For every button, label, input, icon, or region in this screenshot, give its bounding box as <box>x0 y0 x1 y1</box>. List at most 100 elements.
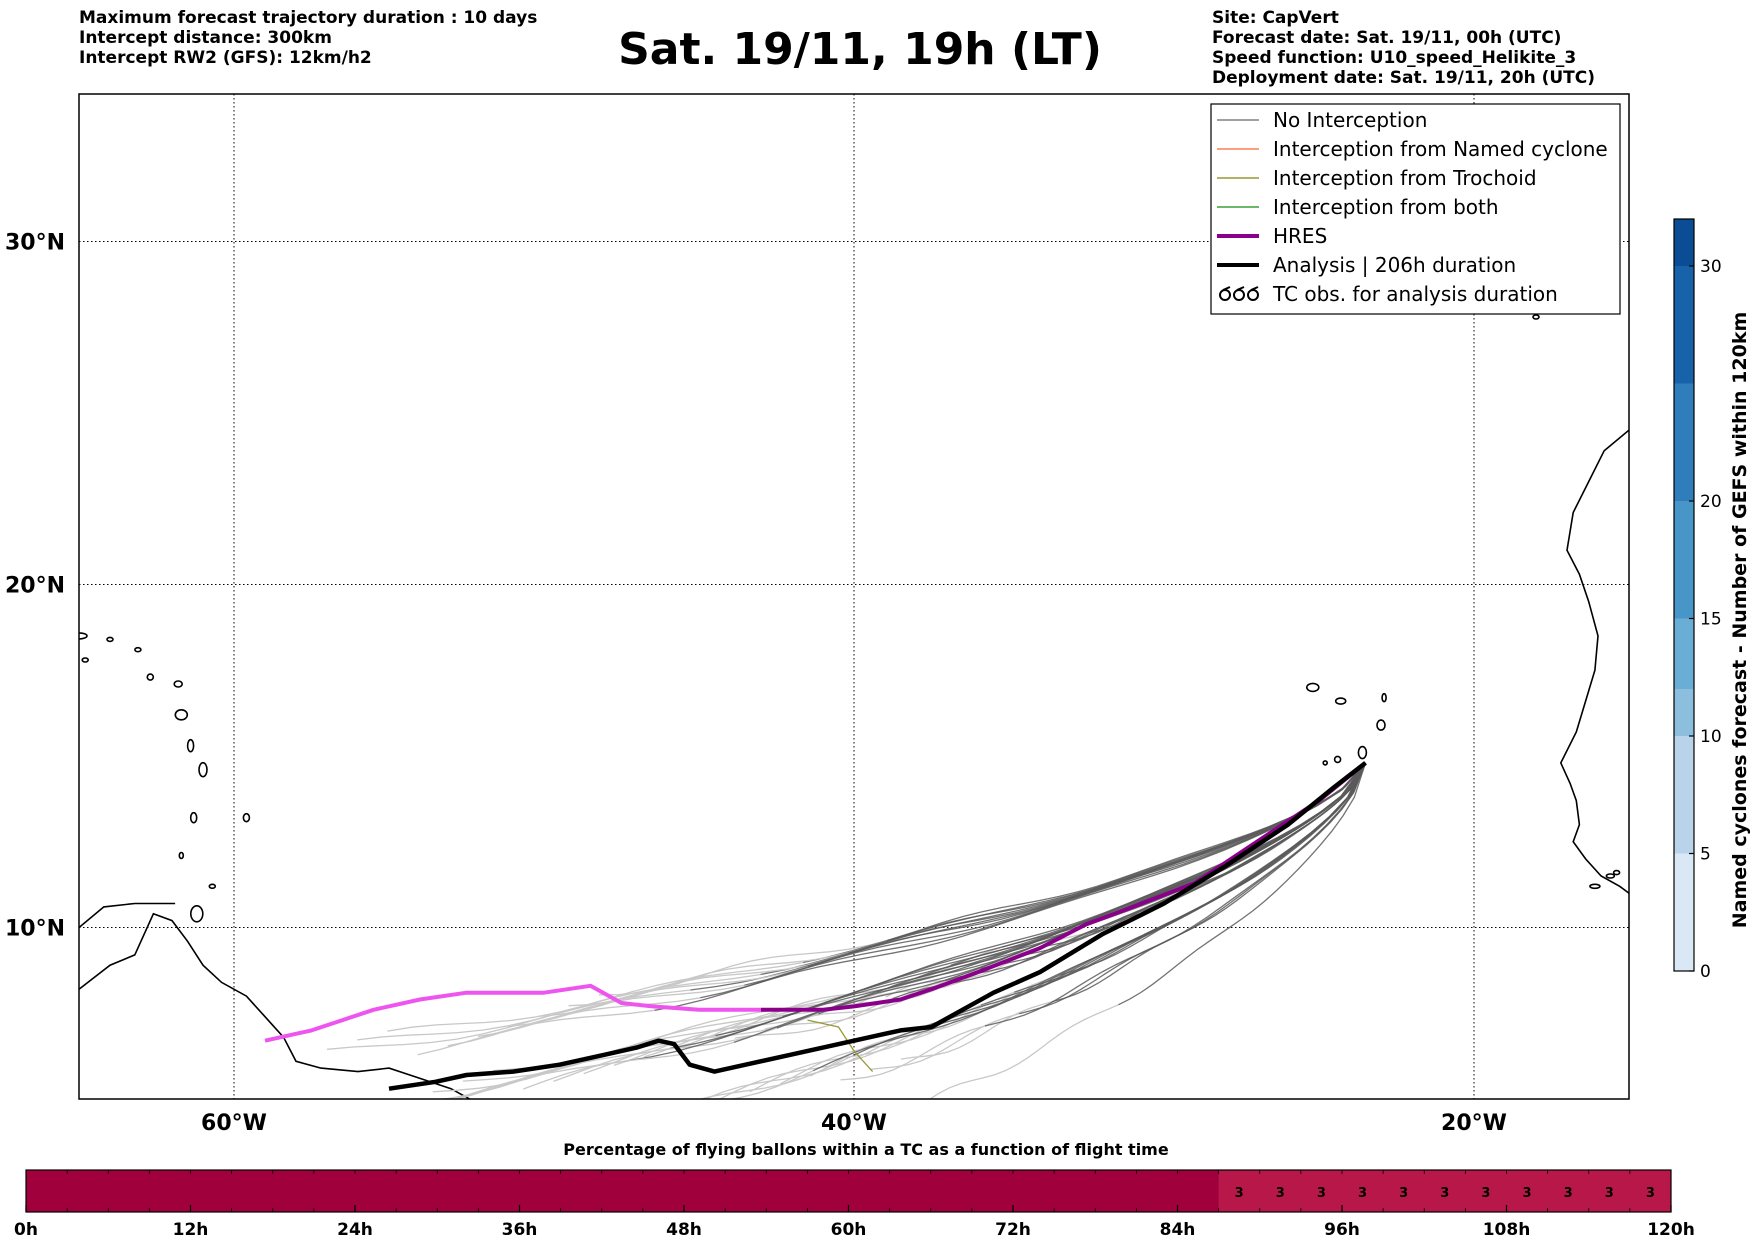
island-outline <box>198 761 208 778</box>
colorbar-band <box>1674 266 1694 384</box>
island-outline <box>1334 697 1347 705</box>
flight-time-cell-value: 3 <box>1481 1186 1490 1201</box>
ensemble-member-path <box>1118 762 1367 1006</box>
lon-label: 20°W <box>1441 1111 1507 1136</box>
colorbar-band <box>1674 501 1694 619</box>
flight-time-tick-label: 36h <box>502 1220 538 1240</box>
island-outline <box>1381 692 1387 703</box>
ensemble-member-path <box>654 762 1366 1011</box>
ensemble-member-path-late <box>870 1013 1020 1070</box>
legend-box <box>1210 103 1621 315</box>
speed-function-text: Speed function: U10_speed_Helikite_3 <box>1212 48 1577 68</box>
island-outline <box>1376 719 1386 731</box>
latitude-labels: 10°N 20°N 30°N <box>5 230 65 941</box>
flight-time-highlight <box>1218 1170 1671 1212</box>
ensemble-member-path <box>690 762 1366 991</box>
cyclone-symbol-tail <box>1250 286 1259 291</box>
flight-time-bar: Percentage of flying ballons within a TC… <box>14 1140 1695 1240</box>
ensemble-member-path <box>733 762 1367 1044</box>
flight-time-tick-label: 108h <box>1483 1220 1531 1240</box>
coastline <box>1559 429 1629 894</box>
island-outline <box>208 883 217 890</box>
flight-time-tick-label: 60h <box>831 1220 867 1240</box>
colorbar-frame <box>1673 218 1695 972</box>
cyclone-symbol-tail <box>1236 286 1245 291</box>
flight-time-cell-value: 3 <box>1646 1186 1655 1201</box>
flight-time-tick-label: 12h <box>173 1220 209 1240</box>
flight-time-cell-value: 3 <box>1564 1186 1573 1201</box>
ensemble-member-path-late <box>523 1041 735 1090</box>
ensemble-member-path <box>984 762 1367 1027</box>
hres-path-late <box>264 983 761 1043</box>
island-outline <box>106 636 114 643</box>
flight-time-cell-value: 3 <box>1523 1186 1532 1201</box>
intercept-distance-text: Intercept distance: 300km <box>79 28 332 48</box>
legend-entry: Interception from Named cyclone <box>1217 137 1608 161</box>
forecast-date-text: Forecast date: Sat. 19/11, 00h (UTC) <box>1212 28 1562 48</box>
ensemble-member-path-late <box>508 965 809 1028</box>
deployment-date-text: Deployment date: Sat. 19/11, 20h (UTC) <box>1212 68 1596 88</box>
flight-time-tick-label: 24h <box>337 1220 373 1240</box>
forecast-settings-block: Maximum forecast trajectory duration : 1… <box>79 8 537 68</box>
island-outline <box>242 812 251 823</box>
colorbar-tick-label: 0 <box>1700 962 1711 982</box>
site-info-block: Site: CapVert Forecast date: Sat. 19/11,… <box>1212 8 1595 88</box>
flight-time-cell-value: 3 <box>1358 1186 1367 1201</box>
ensemble-member-path <box>892 762 1367 1000</box>
flight-time-tick-label: 96h <box>1324 1220 1360 1240</box>
flight-time-cell-value: 3 <box>1605 1186 1614 1201</box>
legend-label: HRES <box>1273 224 1327 248</box>
colorbar: 0 5 10 15 20 30 Named cyclones forecast - Num… <box>1673 218 1751 982</box>
island-outline <box>1532 314 1540 320</box>
legend-entry: Analysis | 206h duration <box>1217 253 1516 277</box>
colorbar-band <box>1674 383 1694 501</box>
flight-time-cell-value: 3 <box>1235 1186 1244 1201</box>
flight-time-tick-label: 48h <box>666 1220 702 1240</box>
max-duration-text: Maximum forecast trajectory duration : 1… <box>79 8 538 28</box>
ensemble-member-path-late <box>728 1070 814 1099</box>
intercept-rw2-text: Intercept RW2 (GFS): 12km/h2 <box>79 48 372 68</box>
ensemble-member-path-late <box>698 1054 854 1099</box>
colorbar-band <box>1674 853 1694 971</box>
colorbar-tick-label: 30 <box>1700 257 1722 277</box>
colorbar-tick-label: 20 <box>1700 492 1722 512</box>
flight-time-bar-title: Percentage of flying ballons within a TC… <box>563 1140 1169 1159</box>
colorbar-tick-label: 5 <box>1700 845 1711 865</box>
ensemble-member-path <box>812 762 1367 1072</box>
island-outline <box>173 680 183 688</box>
flight-time-cell-value: 3 <box>1399 1186 1408 1201</box>
ensemble-member-path-late <box>477 984 745 1038</box>
island-outline <box>190 904 204 923</box>
legend-entry: TC obs. for analysis duration <box>1219 282 1558 306</box>
lat-label: 10°N <box>5 916 65 941</box>
map-gridlines <box>79 94 1629 1099</box>
analysis-path <box>388 761 1367 1091</box>
island-outline <box>1322 760 1328 766</box>
colorbar-band <box>1674 736 1694 854</box>
ensemble-member-path-late <box>452 1060 624 1099</box>
legend-entry: HRES <box>1217 224 1327 248</box>
legend-entry: Interception from Trochoid <box>1217 166 1537 190</box>
flight-time-cell-value: 3 <box>1276 1186 1285 1201</box>
ensemble-member-path-late <box>538 952 849 1017</box>
island-outline <box>1605 873 1616 879</box>
ensemble-member-path-late <box>900 1001 1053 1060</box>
legend-entry: Interception from both <box>1217 195 1499 219</box>
ensemble-member-path-late <box>462 1002 825 1082</box>
ensemble-member-path-late <box>417 1009 655 1056</box>
ensemble-member-path-late <box>840 1025 986 1081</box>
map-frame <box>78 93 1630 1100</box>
legend-label: No Interception <box>1273 108 1427 132</box>
colorbar-tick-label: 15 <box>1700 610 1722 630</box>
lon-label: 60°W <box>201 1111 267 1136</box>
legend: No Interception Interception from Named c… <box>1210 103 1621 315</box>
coastline <box>79 902 176 929</box>
ensemble-member-path-late <box>779 991 1015 1085</box>
island-outline <box>1612 869 1621 876</box>
island-outline <box>189 811 198 824</box>
coastline <box>79 912 472 1099</box>
hres-path <box>761 761 1367 1012</box>
longitude-labels: 60°W 40°W 20°W <box>201 1111 1507 1136</box>
island-outline <box>174 708 189 721</box>
